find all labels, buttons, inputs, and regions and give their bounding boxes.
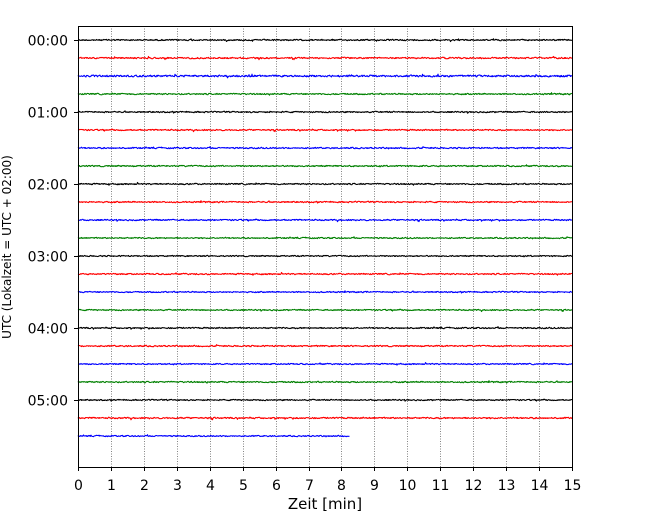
x-tick-label-7: 7 — [305, 478, 314, 494]
x-tick-label-5: 5 — [239, 478, 248, 494]
vertical-grid — [111, 26, 540, 467]
trace-0115 — [77, 128, 573, 133]
trace-0515 — [77, 416, 573, 421]
trace-0045 — [77, 92, 573, 96]
x-tick-label-9: 9 — [370, 478, 379, 494]
x-tick-label-15: 15 — [564, 478, 582, 494]
trace-0415 — [77, 344, 573, 348]
trace-lines — [77, 38, 573, 438]
x-tick-label-11: 11 — [432, 478, 450, 494]
trace-0445 — [77, 380, 573, 384]
trace-0130 — [77, 146, 573, 150]
trace-0200 — [77, 181, 573, 186]
trace-0430 — [77, 362, 573, 366]
y-tick-label-4: 04:00 — [28, 322, 68, 338]
trace-0215 — [77, 200, 573, 204]
trace-0015 — [77, 55, 573, 61]
trace-0400 — [77, 326, 573, 330]
x-tick-label-12: 12 — [465, 478, 483, 494]
trace-0000 — [77, 38, 573, 43]
trace-0030 — [77, 73, 573, 79]
y-axis-label: UTC (Lokalzeit = UTC + 02:00) — [0, 155, 14, 339]
trace-0300 — [77, 254, 573, 258]
y-tick-label-2: 02:00 — [28, 178, 68, 194]
trace-0230 — [77, 218, 573, 223]
x-tick-label-0: 0 — [74, 478, 83, 494]
y-tick-label-5: 05:00 — [28, 394, 68, 410]
x-axis-label: Zeit [min] — [288, 495, 362, 513]
x-tick-label-6: 6 — [272, 478, 281, 494]
y-tick-label-1: 01:00 — [28, 106, 68, 122]
y-axis-ticks: 00:00 01:00 02:00 03:00 04:00 05:00 — [28, 34, 78, 410]
trace-0330 — [77, 290, 573, 294]
x-tick-label-14: 14 — [531, 478, 549, 494]
trace-0500 — [77, 398, 573, 402]
x-tick-label-4: 4 — [206, 478, 215, 494]
x-tick-label-10: 10 — [399, 478, 417, 494]
x-tick-label-8: 8 — [337, 478, 346, 494]
trace-0530 — [77, 434, 350, 438]
trace-0345 — [77, 308, 573, 313]
trace-0145 — [77, 164, 573, 168]
trace-0315 — [77, 271, 573, 276]
x-tick-label-1: 1 — [107, 478, 116, 494]
x-tick-label-3: 3 — [173, 478, 182, 494]
trace-0245 — [77, 236, 573, 240]
plot-frame — [78, 26, 573, 468]
y-tick-label-3: 03:00 — [28, 250, 68, 266]
x-axis-ticks: 0 1 2 3 4 5 6 7 8 9 10 11 12 13 14 15 — [74, 467, 581, 494]
x-tick-label-2: 2 — [140, 478, 149, 494]
trace-0100 — [77, 110, 573, 114]
x-tick-label-13: 13 — [498, 478, 516, 494]
y-tick-label-0: 00:00 — [28, 34, 68, 50]
